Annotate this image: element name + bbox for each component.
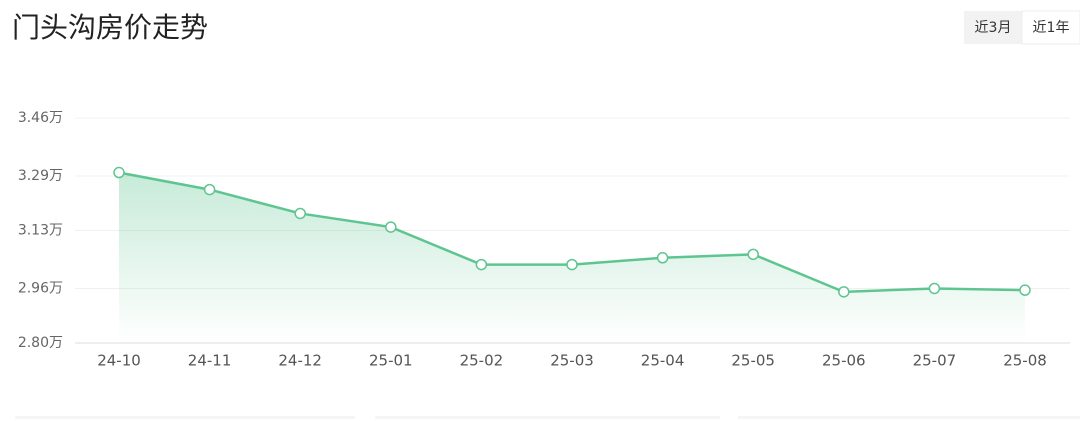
area <box>119 172 1025 343</box>
point <box>656 252 669 264</box>
point <box>1019 284 1031 296</box>
x-tick-label: 25-06 <box>822 352 866 370</box>
button-bg[interactable] <box>1021 10 1080 45</box>
button[interactable]: 近3月 <box>975 20 1012 36</box>
x-tick-label: 25-07 <box>913 352 957 370</box>
y-tick-label: 2.96万 <box>18 280 63 296</box>
x-tick-label: 25-01 <box>369 352 413 370</box>
point <box>113 166 125 179</box>
chart-title: 门头沟房价走势 <box>12 11 208 44</box>
button[interactable]: 近1年 <box>1033 20 1070 36</box>
x-tick-label: 25-04 <box>641 352 685 370</box>
y-tick-label: 3.29万 <box>18 168 63 184</box>
y-tick-label: 3.13万 <box>18 223 63 239</box>
point <box>475 258 488 271</box>
point <box>928 282 941 295</box>
point <box>747 248 759 261</box>
point <box>838 286 850 298</box>
x-tick-label: 25-03 <box>550 352 594 370</box>
x-tick-label: 25-08 <box>1003 352 1047 370</box>
x-tick-label: 25-05 <box>731 352 775 370</box>
divider <box>15 416 355 419</box>
point <box>203 183 216 196</box>
x-tick-label: 24-12 <box>278 352 322 370</box>
point <box>385 221 397 233</box>
x-tick-label: 24-11 <box>188 352 232 370</box>
x-tick-label: 24-10 <box>97 352 141 370</box>
button-bg[interactable] <box>964 11 1022 44</box>
divider <box>375 416 720 419</box>
divider <box>738 416 1080 419</box>
point <box>294 207 306 220</box>
x-tick-label: 25-02 <box>460 352 504 370</box>
y-tick-label: 2.80万 <box>18 335 63 351</box>
point <box>566 258 578 271</box>
y-tick-label: 3.46万 <box>18 110 63 126</box>
